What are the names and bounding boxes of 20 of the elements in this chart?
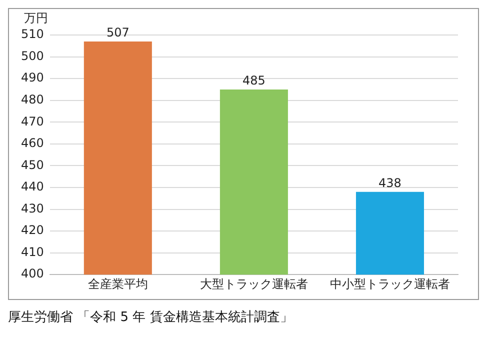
y-tick-label: 430 [21,201,44,216]
y-tick-label: 450 [21,158,44,172]
text: 厚生労働省 「令和 5 年 賃金構造基本統計調査」 [8,309,294,326]
y-axis-title: 万円 [24,11,48,26]
y-tick-label: 440 [21,180,44,194]
x-tick-label: 大型トラック運転者 [200,276,308,291]
y-tick-label: 480 [21,92,44,106]
y-tick-label: 470 [21,114,44,128]
data-label: 507 [106,26,130,40]
x-tick-label: 全産業平均 [88,276,148,291]
y-tick-label: 410 [21,244,44,259]
y-tick-label: 400 [21,266,44,281]
x-tick-label: 中小型トラック運転者 [330,276,450,291]
y-tick-label: 500 [21,48,44,63]
y-tick-label: 420 [21,223,44,238]
data-label: 485 [242,74,266,88]
y-tick-label: 460 [21,136,44,150]
data-label: 438 [378,176,402,190]
y-tick-label: 510 [21,27,44,42]
y-tick-label: 490 [21,70,44,85]
